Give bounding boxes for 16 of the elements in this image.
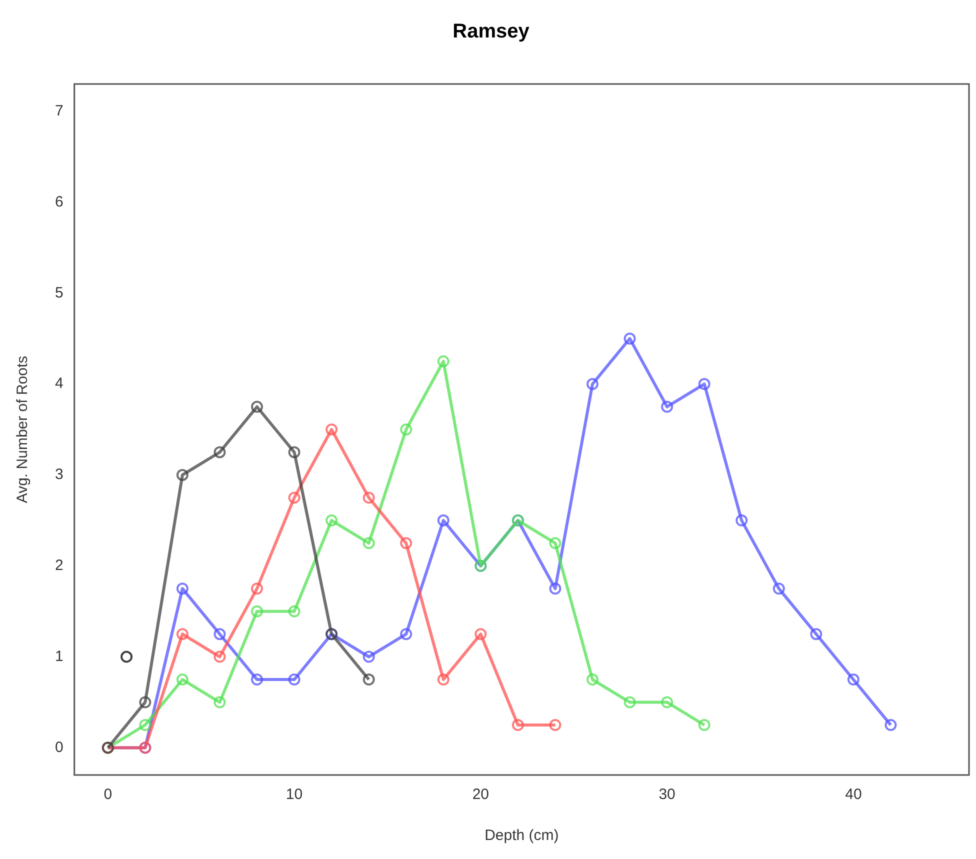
x-tick-label: 20 bbox=[472, 786, 490, 804]
x-tick-label: 30 bbox=[658, 786, 676, 804]
y-tick-label: 0 bbox=[55, 738, 64, 756]
y-tick-label: 4 bbox=[55, 375, 64, 392]
chart-title: Ramsey bbox=[452, 20, 530, 43]
x-axis-title: Depth (cm) bbox=[484, 827, 559, 844]
y-tick-label: 1 bbox=[55, 648, 64, 665]
y-tick-label: 6 bbox=[55, 193, 64, 210]
x-tick-label: 40 bbox=[845, 786, 862, 804]
y-tick-label: 7 bbox=[55, 102, 64, 120]
x-tick-label: 10 bbox=[286, 786, 303, 804]
y-axis-title: Avg. Number of Roots bbox=[14, 356, 32, 504]
y-tick-label: 2 bbox=[55, 557, 64, 574]
y-tick-label: 3 bbox=[55, 466, 64, 484]
x-tick-label: 0 bbox=[104, 786, 112, 804]
y-tick-label: 5 bbox=[55, 284, 64, 302]
